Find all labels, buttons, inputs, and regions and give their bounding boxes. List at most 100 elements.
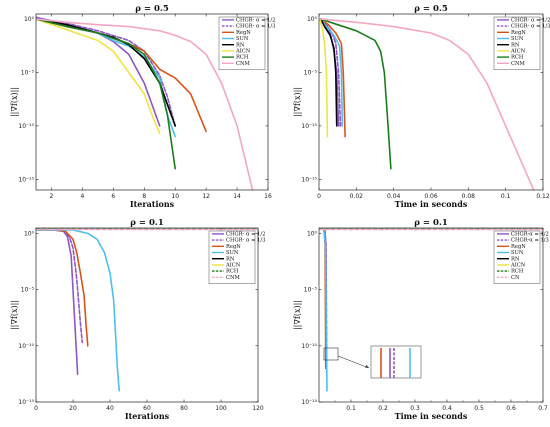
x-tick-label: 0.04 [387,193,401,200]
legend-label: RCH [226,269,239,275]
y-tick-label: 10⁻⁵ [21,287,35,294]
y-axis-label: ||∇f(x)|| [10,87,19,117]
chart-title: ρ = 0.5 [414,4,448,14]
axes-frame [318,227,544,403]
legend-label: RegN [511,244,526,250]
legend-label: CN [511,275,520,281]
x-tick-label: 0.1 [501,193,511,200]
x-axis-label: Iterations [125,411,170,421]
y-tick-label: 10⁻¹⁵ [18,176,34,183]
x-tick-label: 0.6 [506,405,516,412]
zoom-box [323,347,339,361]
y-tick-label: 10⁻¹⁰ [301,343,317,350]
x-tick-label: 6 [111,193,115,200]
legend-label: CHGR- α = 1/2 [511,18,550,24]
legend-label: AICN [510,263,526,269]
chart-panel-3: 0 20 40 60 80 100 120 10⁰ 10⁻⁵ 10⁻¹⁰ 10⁻¹⁵ ρ = 0.1 I… [10,218,265,421]
x-tick-label: 0.7 [538,405,548,412]
series-line [320,18,392,170]
chart-panel-2: 0 0.02 0.04 0.06 0.08 0.1 0.12 10⁰ 10⁻⁵ 10⁻¹⁰ 10⁻¹… [293,4,550,209]
y-tick-label: 10⁻¹⁰ [18,343,34,350]
legend-label: RCH [511,55,524,61]
legend-label: RN [226,256,235,262]
y-tick-label: 10⁻¹⁵ [18,399,34,406]
legend-label: CNM [511,61,526,67]
y-tick-label: 10⁻⁵ [304,70,318,77]
x-tick-label: 120 [252,405,264,412]
x-tick-label: 0.06 [424,193,438,200]
x-tick-label: 40 [106,405,114,412]
series-line [36,18,176,170]
series-group [319,18,535,190]
x-tick-label: 0.1 [346,405,356,412]
series-group [36,228,258,392]
legend-label: CHGR- α = 1/3 [511,24,550,30]
series-line [323,229,328,392]
legend-label: SUN [511,250,524,256]
x-axis-label: Iterations [130,199,175,209]
chart-title: ρ = 0.5 [135,4,169,14]
y-tick-label: 10⁻¹⁰ [301,123,317,130]
legend-label: CHGR- α = 1/2 [236,18,275,24]
legend-label: CHGR- α = 1/3 [236,24,275,30]
y-tick-label: 10⁻⁵ [304,287,318,294]
x-tick-label: 4 [80,193,84,200]
axes-frame [35,13,269,191]
x-tick-label: 0.5 [474,405,484,412]
legend-label: SUN [226,250,239,256]
series-line [320,18,338,127]
x-tick-label: 0.3 [410,405,420,412]
zoom-inset [370,345,422,379]
series-line [319,18,329,138]
x-tick-label: 14 [233,193,241,200]
y-tick-label: 10⁰ [24,16,35,23]
legend-label: CHGR-α = 1/3 [511,238,549,244]
legend-label: CHGR-α = 1/2 [511,232,549,238]
legend-label: CNM [226,275,241,281]
legend-label: CHGR- α = 1/3 [226,238,265,244]
series-line [36,18,161,135]
x-tick-label: 2 [50,193,54,200]
chart-title: ρ = 0.1 [130,218,164,228]
y-tick-label: 10⁻¹⁵ [301,176,317,183]
x-tick-label: 80 [180,405,188,412]
legend-label: RCH [511,269,524,275]
series-line [320,18,535,190]
y-axis-label: ||∇f(x)|| [10,300,19,330]
x-tick-label: 16 [264,193,272,200]
x-tick-label: 0 [317,193,321,200]
x-tick-label: 0.02 [350,193,364,200]
x-tick-label: 60 [143,405,151,412]
y-tick-label: 10⁰ [307,16,318,23]
series-line [320,18,342,127]
axes-frame [318,13,544,191]
x-tick-label: 12 [202,193,210,200]
y-tick-label: 10⁰ [24,230,35,237]
series-line [36,18,254,190]
x-tick-label: 8 [142,193,146,200]
legend-label: SUN [511,36,524,42]
x-axis-label: Time in seconds [395,411,468,421]
y-tick-label: 10⁻¹⁰ [18,123,34,130]
y-tick-label: 10⁻⁵ [21,70,35,77]
series-line [320,18,344,127]
chart-panel-1: 2 4 6 8 10 12 14 16 10⁰ 10⁻⁵ 10⁻¹⁰ 10⁻¹⁵ ρ = 0.5 Iter… [10,4,275,209]
zoom-arrow [337,355,370,369]
legend-label: RN [236,42,245,48]
legend-label: RN [511,256,520,262]
series-group [319,228,543,392]
series-line [320,18,346,138]
legend-label: RegN [511,30,526,36]
series-line [36,17,176,127]
legend-label: RCH [236,55,249,61]
x-tick-label: 10 [171,193,179,200]
legend-label: CNM [236,61,251,67]
series-group [36,16,254,190]
legend-label: AICN [510,49,526,55]
x-tick-label: 20 [69,405,77,412]
legend-label: AICN [225,263,241,269]
chart-panel-4: 0.1 0.2 0.3 0.4 0.5 0.6 0.7 10⁰ 10⁻⁵ 10⁻¹⁰ 10⁻¹⁵ ρ … [293,218,549,421]
